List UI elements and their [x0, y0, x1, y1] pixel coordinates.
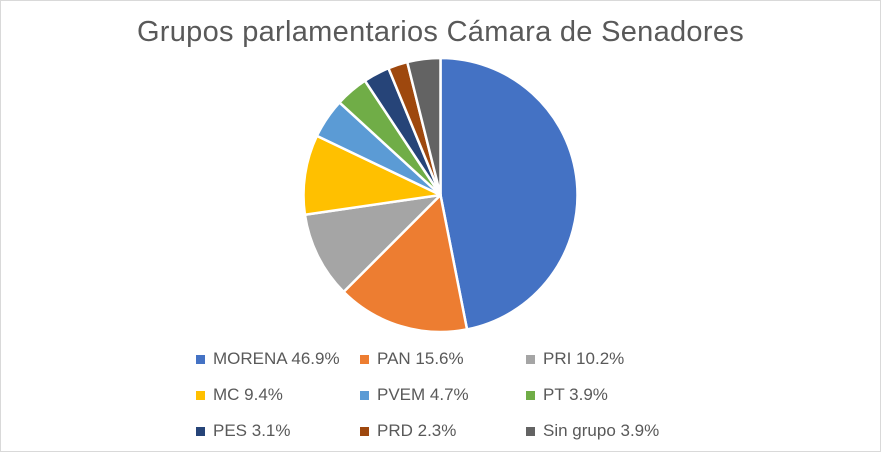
legend-swatch — [360, 390, 369, 400]
legend-label: PVEM 4.7% — [377, 385, 469, 404]
legend-swatch — [526, 354, 535, 364]
legend-label: Sin grupo 3.9% — [543, 421, 660, 440]
legend-swatch — [360, 354, 369, 364]
legend-item-pt: PT 3.9% — [526, 377, 696, 413]
legend-swatch — [526, 426, 535, 436]
legend-label: PRD 2.3% — [377, 421, 457, 440]
legend-label: MORENA 46.9% — [213, 349, 340, 368]
legend-item-pri: PRI 10.2% — [526, 341, 696, 377]
legend-label: PRI 10.2% — [543, 349, 625, 368]
legend-item-mc: MC 9.4% — [196, 377, 360, 413]
pie-slice-sin-grupo — [406, 56, 442, 197]
legend-swatch — [360, 426, 369, 436]
legend-item-pvem: PVEM 4.7% — [360, 377, 526, 413]
legend-swatch — [196, 354, 205, 364]
legend-item-morena: MORENA 46.9% — [196, 341, 360, 377]
legend-swatch — [196, 426, 205, 436]
legend-item-sin-grupo: Sin grupo 3.9% — [526, 413, 696, 449]
legend-label: PES 3.1% — [213, 421, 291, 440]
legend-label: PT 3.9% — [543, 385, 608, 404]
pie-slice-pan — [342, 193, 469, 334]
pie-slice-pri — [303, 193, 442, 294]
legend-item-pes: PES 3.1% — [196, 413, 360, 449]
pie-slice-mc — [302, 134, 442, 216]
pie-slice-morena — [439, 56, 579, 331]
legend-swatch — [526, 390, 535, 400]
legend-item-pan: PAN 15.6% — [360, 341, 526, 377]
legend-label: PAN 15.6% — [377, 349, 464, 368]
chart-title: Grupos parlamentarios Cámara de Senadore… — [136, 16, 745, 48]
legend-label: MC 9.4% — [213, 385, 283, 404]
legend-swatch — [196, 390, 205, 400]
chart-legend: MORENA 46.9% PAN 15.6% PRI 10.2% MC 9.4% PVE… — [196, 341, 696, 449]
legend-item-prd: PRD 2.3% — [360, 413, 526, 449]
